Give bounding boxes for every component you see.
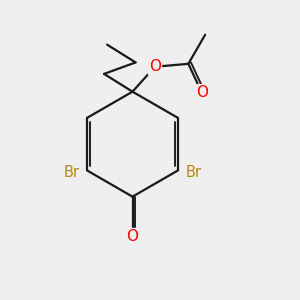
Text: O: O xyxy=(149,59,161,74)
Text: O: O xyxy=(127,229,139,244)
Text: Br: Br xyxy=(185,165,201,180)
Text: Br: Br xyxy=(64,165,80,180)
Text: O: O xyxy=(196,85,208,100)
